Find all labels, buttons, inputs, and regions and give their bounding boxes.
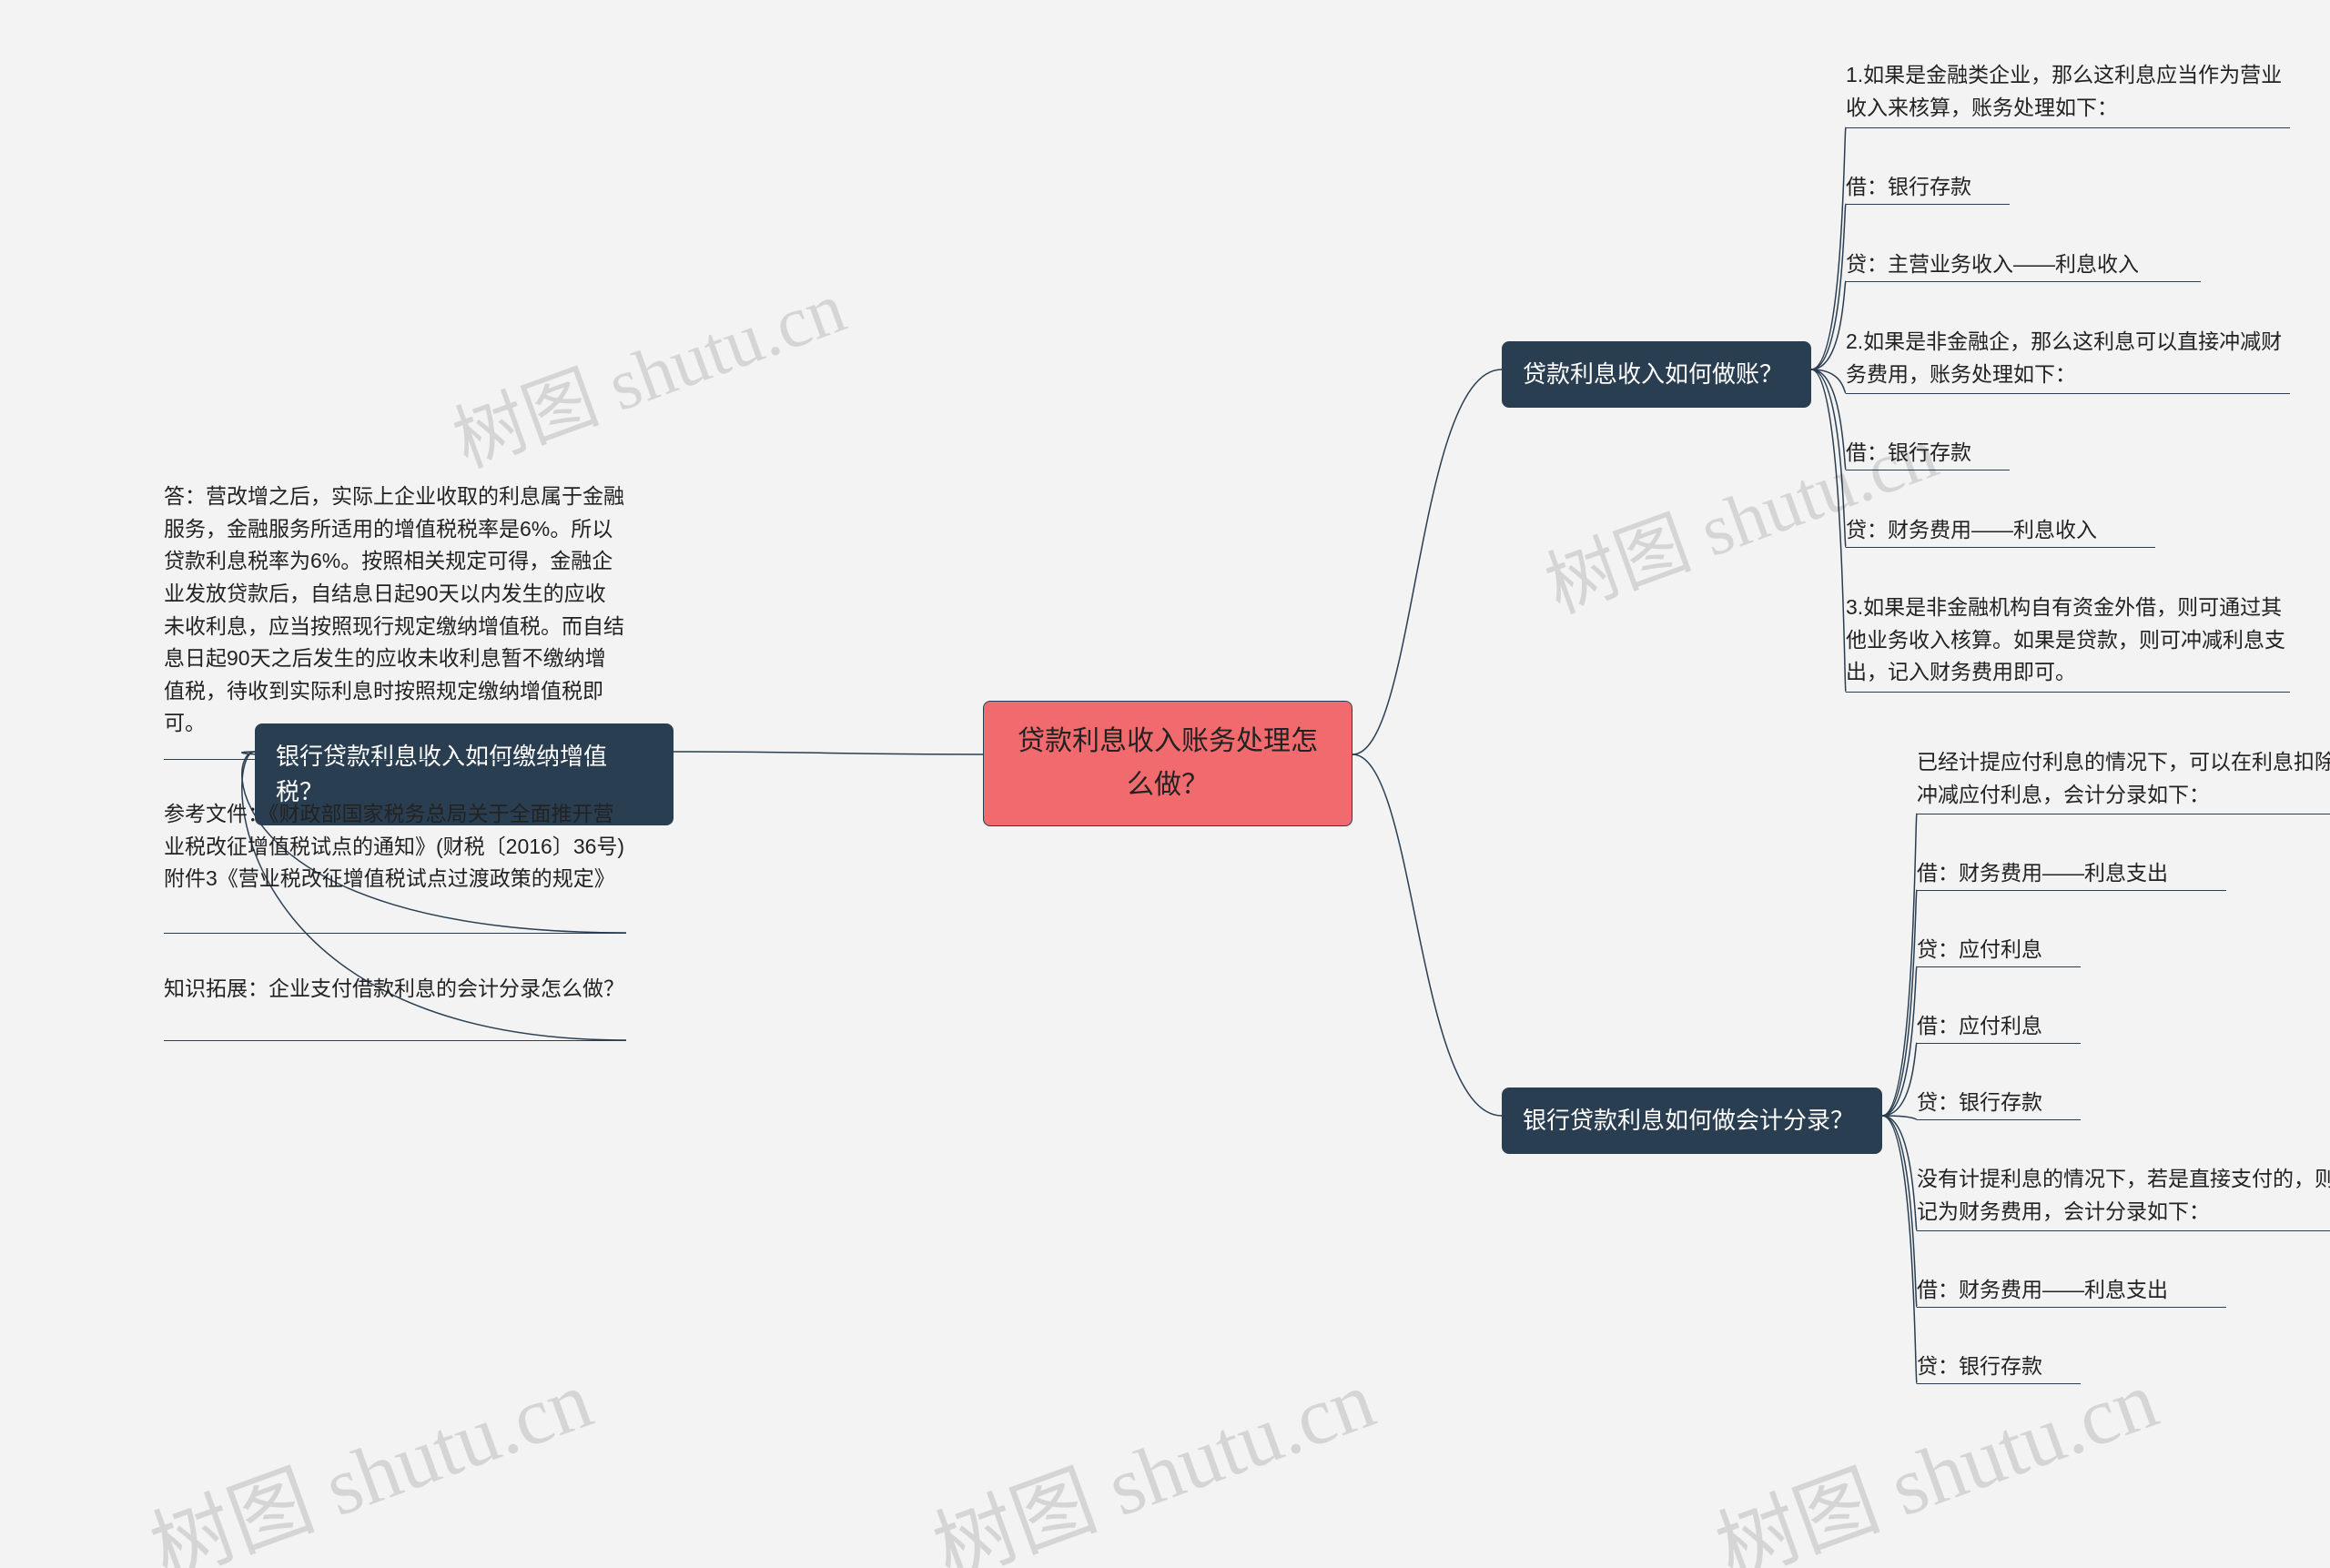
- branch-right-1[interactable]: 贷款利息收入如何做账？: [1502, 341, 1811, 408]
- leaf-r2e: 贷：银行存款: [1917, 1087, 2081, 1119]
- leaf-underline-l1c: [164, 1040, 626, 1041]
- leaf-underline-r2f: [1917, 1230, 2330, 1231]
- leaf-underline-r1b: [1846, 204, 2010, 205]
- leaf-r2d: 借：应付利息: [1917, 1010, 2081, 1043]
- leaf-underline-r2e: [1917, 1119, 2081, 1120]
- leaf-underline-r2h: [1917, 1383, 2081, 1384]
- leaf-r2b: 借：财务费用——利息支出: [1917, 857, 2226, 890]
- branch-right-2[interactable]: 银行贷款利息如何做会计分录？: [1502, 1087, 1882, 1154]
- leaf-r2h: 贷：银行存款: [1917, 1351, 2081, 1383]
- leaf-r2f: 没有计提利息的情况下，若是直接支付的，则可记为财务费用，会计分录如下：: [1917, 1163, 2330, 1228]
- leaf-underline-l1a: [164, 759, 626, 760]
- leaf-r1e: 借：银行存款: [1846, 437, 2010, 470]
- root-node[interactable]: 贷款利息收入账务处理怎 么做？: [983, 701, 1352, 826]
- leaf-r2c: 贷：应付利息: [1917, 934, 2081, 966]
- leaf-r1a: 1.如果是金融类企业，那么这利息应当作为营业收入来核算，账务处理如下：: [1846, 59, 2290, 124]
- leaf-l1a: 答：营改增之后，实际上企业收取的利息属于金融服务，金融服务所适用的增值税税率是6…: [164, 481, 626, 740]
- leaf-underline-r2c: [1917, 966, 2081, 967]
- leaf-underline-r2b: [1917, 890, 2226, 891]
- leaf-underline-r1c: [1846, 281, 2201, 282]
- leaf-r1d: 2.如果是非金融企，那么这利息可以直接冲减财务费用，账务处理如下：: [1846, 326, 2290, 390]
- leaf-r2a: 已经计提应付利息的情况下，可以在利息扣除后冲减应付利息，会计分录如下：: [1917, 746, 2330, 811]
- leaf-l1c: 知识拓展：企业支付借款利息的会计分录怎么做？: [164, 973, 626, 1006]
- leaf-l1b: 参考文件：《财政部国家税务总局关于全面推开营业税改征增值税试点的通知》(财税〔2…: [164, 798, 626, 895]
- leaf-underline-r1d: [1846, 393, 2290, 394]
- leaf-underline-l1b: [164, 933, 626, 934]
- leaf-r2g: 借：财务费用——利息支出: [1917, 1274, 2226, 1307]
- leaf-underline-r1g: [1846, 692, 2290, 693]
- watermark-2: 树图 shutu.cn: [133, 1333, 605, 1568]
- leaf-r1g: 3.如果是非金融机构自有资金外借，则可通过其他业务收入核算。如果是贷款，则可冲减…: [1846, 592, 2290, 689]
- mindmap-canvas: 贷款利息收入账务处理怎 么做？ 银行贷款利息收入如何缴纳增值税？ 贷款利息收入如…: [0, 0, 2330, 1568]
- leaf-r1f: 贷：财务费用——利息收入: [1846, 514, 2155, 547]
- leaf-r1c: 贷：主营业务收入——利息收入: [1846, 248, 2201, 281]
- leaf-underline-r2g: [1917, 1307, 2226, 1308]
- leaf-underline-r1a: [1846, 127, 2290, 128]
- leaf-underline-r1f: [1846, 547, 2155, 548]
- leaf-r1b: 借：银行存款: [1846, 171, 2010, 204]
- watermark-3: 树图 shutu.cn: [916, 1333, 1388, 1568]
- leaf-underline-r2d: [1917, 1043, 2081, 1044]
- watermark-0: 树图 shutu.cn: [437, 248, 856, 488]
